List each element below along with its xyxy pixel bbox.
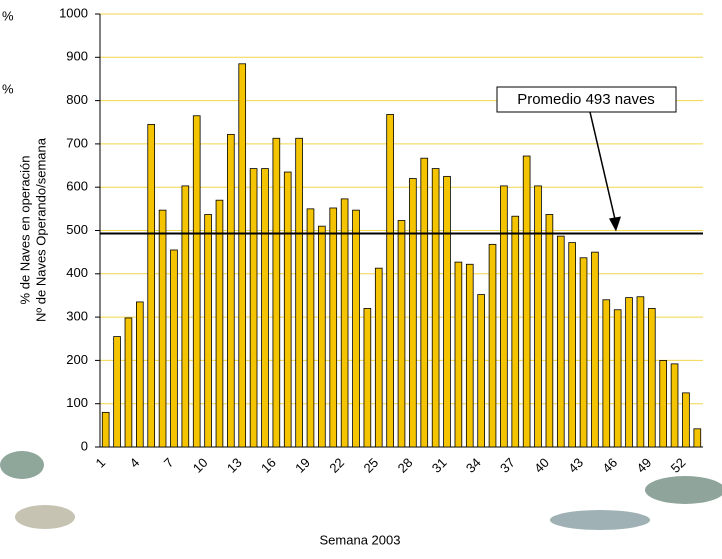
bar [249,168,258,448]
y-tick-label: 200 [66,352,88,367]
y-tick-label: 1000 [59,5,88,20]
bar [113,336,121,448]
x-tick-label: 22 [326,455,347,476]
bar [636,296,645,448]
bar [306,208,315,448]
bar [647,308,656,448]
side-label: % [2,81,14,96]
bar [136,301,144,448]
bar [101,411,110,448]
x-tick-label: 43 [565,455,586,476]
y-axis-title: Nº de Naves Operando/semana [33,137,48,322]
bar [124,317,133,448]
bar [215,199,224,448]
bar [693,428,702,448]
bar [454,261,463,448]
annotation-box [496,86,677,113]
y-tick-label: 100 [66,395,88,410]
x-tick-label: 10 [190,455,211,476]
bar [181,185,190,448]
bar [352,209,360,448]
bar [522,155,531,448]
bar [443,175,451,448]
bar [227,133,235,448]
x-tick-label: 25 [360,455,381,476]
x-axis-title: Semana 2003 [320,532,401,547]
bar [568,242,576,448]
bar [579,257,588,448]
x-tick-label: 40 [531,455,552,476]
x-tick-label: 37 [497,455,518,476]
bar [602,299,611,448]
x-tick-label: 49 [634,455,655,476]
y-tick-label: 500 [66,222,88,237]
bar [283,171,292,448]
bar [397,220,406,448]
x-tick-label: 19 [292,455,313,476]
y-tick-label: 900 [66,49,88,64]
bar [613,309,622,448]
y-tick-label: 400 [66,265,88,280]
bar [670,363,679,448]
side-label: % [2,8,14,23]
fish-decoration [0,451,722,530]
bar [488,243,497,448]
bar [363,308,372,448]
bar [329,207,338,448]
bar [556,235,565,448]
bar [170,249,178,448]
bar [261,168,269,448]
y-tick-label: 0 [81,438,88,453]
x-tick-label: 34 [463,455,484,476]
y-tick-label: 300 [66,309,88,324]
annotation-arrow [589,111,617,224]
y-tick-label: 800 [66,92,88,107]
annotation-label: Promedio 493 naves [517,91,655,108]
arrow-head [609,216,621,232]
x-tick-label: 4 [127,455,143,471]
bar [534,185,542,448]
bar [420,157,429,448]
bar [591,251,599,448]
bar [659,359,667,448]
bar [500,185,508,448]
x-tick-label: 16 [258,455,279,476]
bar [545,214,554,448]
bar [409,178,417,448]
bar [477,294,485,448]
x-tick-label: 7 [161,455,177,471]
bar [318,225,326,448]
bar [374,267,383,448]
x-tick-label: 13 [224,455,245,476]
y-tick-label: 700 [66,135,88,150]
bar [511,215,520,448]
y-axis-title: % de Naves en operación [17,156,32,305]
bar [147,124,156,448]
bar [386,114,394,448]
bar [682,392,690,448]
x-tick-label: 1 [93,455,109,471]
bar [158,209,167,448]
bar [340,198,349,448]
bar [238,63,247,448]
x-tick-label: 52 [668,455,689,476]
x-tick-label: 46 [599,455,620,476]
bar [465,263,474,448]
x-tick-label: 31 [429,455,450,476]
bar [625,297,633,448]
bar [204,214,212,448]
x-tick-label: 28 [395,455,416,476]
y-tick-label: 600 [66,179,88,194]
bar [192,115,201,448]
bar [272,137,281,448]
bar [431,168,440,448]
bar [295,137,303,448]
